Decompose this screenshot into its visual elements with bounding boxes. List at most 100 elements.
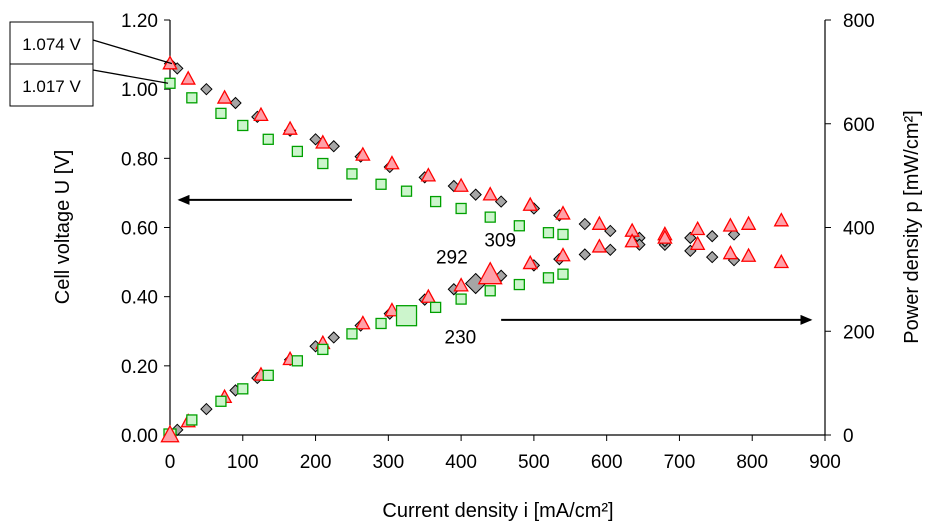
triangle-point — [773, 212, 790, 227]
triangle-point — [555, 247, 571, 262]
triangle-point — [315, 134, 331, 149]
voltage-label-text: 1.017 V — [22, 77, 81, 96]
triangle-point — [740, 247, 757, 262]
triangle-point — [740, 215, 757, 230]
voltage-label-box — [9, 21, 94, 65]
square-point — [557, 268, 569, 280]
left-y-tick-label: 1.00 — [121, 80, 158, 101]
square-point — [346, 328, 358, 340]
diamond-point — [705, 229, 719, 243]
square-point — [262, 133, 274, 145]
left-y-axis-title: Cell voltage U [V] — [52, 150, 74, 305]
triangle-point — [591, 215, 608, 230]
left-y-tick-label: 0.80 — [121, 149, 158, 170]
x-tick-label: 500 — [518, 452, 550, 473]
square-point — [186, 414, 198, 426]
triangle-point — [355, 146, 371, 161]
triangle-point — [384, 302, 400, 317]
square-point — [375, 178, 387, 190]
data-series — [162, 55, 790, 442]
series-square-right — [164, 268, 569, 441]
diamond-point — [494, 195, 508, 208]
x-tick-label: 600 — [591, 452, 623, 473]
x-tick-label: 700 — [664, 452, 696, 473]
diamond-point — [604, 243, 617, 257]
voltage-label-boxes: 1.074 V 1.017 V — [9, 21, 173, 107]
square-point — [484, 285, 496, 297]
triangle-point — [384, 155, 400, 170]
x-tick-label: 800 — [736, 452, 768, 473]
right-y-tick-label: 400 — [843, 219, 875, 240]
voltage-leader-line — [92, 39, 173, 65]
square-point — [215, 395, 227, 407]
left-y-tick-label: 0.20 — [121, 357, 158, 378]
square-point — [400, 185, 413, 197]
square-point — [346, 168, 358, 180]
square-point — [317, 343, 329, 356]
triangle-point — [216, 89, 233, 104]
series-diamond-left — [163, 57, 741, 251]
square-point — [542, 272, 555, 284]
diamond-point — [200, 402, 213, 416]
series-square-left — [164, 77, 569, 241]
diamond-point — [229, 96, 242, 110]
square-point — [513, 278, 525, 291]
diamond-point — [309, 133, 322, 146]
left-y-tick-label: 0.40 — [121, 288, 158, 309]
x-tick-label: 200 — [300, 452, 332, 473]
square-point — [237, 119, 249, 132]
highlight-label: 309 — [484, 231, 516, 252]
voltage-label-text: 1.074 V — [22, 35, 81, 54]
x-tick-label: 300 — [372, 452, 404, 473]
voltage-label-box — [9, 63, 94, 107]
triangle-point — [722, 245, 739, 260]
x-tick-label: 900 — [809, 452, 841, 473]
left-y-tick-label: 0.00 — [121, 426, 158, 447]
right-y-tick-label: 0 — [843, 426, 854, 447]
square-point — [455, 202, 467, 215]
triangle-point — [453, 277, 469, 292]
square-point — [317, 157, 329, 170]
right-y-tick-label: 800 — [843, 11, 875, 32]
triangle-point — [689, 220, 706, 236]
x-axis-title: Current density i [mA/cm²] — [382, 500, 613, 522]
x-tick-label: 400 — [445, 452, 477, 473]
right-y-tick-label: 200 — [843, 322, 875, 343]
square-point — [291, 355, 304, 367]
triangle-point — [453, 177, 469, 192]
triangle-point — [180, 70, 196, 85]
diamond-point — [578, 248, 592, 261]
diamond-point — [327, 140, 340, 153]
left-y-tick-label: 0.60 — [121, 219, 158, 240]
triangle-point — [722, 217, 739, 232]
square-point — [455, 293, 467, 305]
diamond-point — [200, 82, 213, 96]
triangle-point — [522, 196, 538, 211]
triangle-point — [355, 315, 371, 330]
triangle-point — [591, 238, 608, 253]
triangle-point — [555, 205, 571, 220]
square-point — [262, 369, 274, 381]
triangle-point — [689, 235, 706, 251]
square-point — [557, 228, 569, 241]
square-point — [215, 107, 227, 120]
triangle-point — [420, 167, 437, 182]
diamond-point — [578, 217, 592, 231]
square-point — [513, 220, 525, 232]
series-triangle-left — [162, 55, 790, 241]
square-point — [186, 92, 198, 104]
diamond-point — [705, 250, 719, 264]
voltage-leader-line — [92, 69, 169, 84]
right-y-axis-title: Power density p [mW/cm²] — [901, 110, 923, 343]
triangle-point — [477, 261, 503, 285]
square-point — [291, 145, 304, 158]
triangle-point — [657, 229, 673, 244]
square-point — [429, 301, 442, 314]
triangle-point — [624, 233, 640, 248]
diamond-point — [469, 188, 482, 201]
triangle-point — [160, 424, 180, 443]
square-point — [484, 211, 496, 223]
x-axis-ticks: 0 100 200 300 400 500 600 700 800 900 — [165, 435, 841, 473]
triangle-point — [282, 120, 298, 135]
x-tick-label: 0 — [165, 452, 176, 473]
